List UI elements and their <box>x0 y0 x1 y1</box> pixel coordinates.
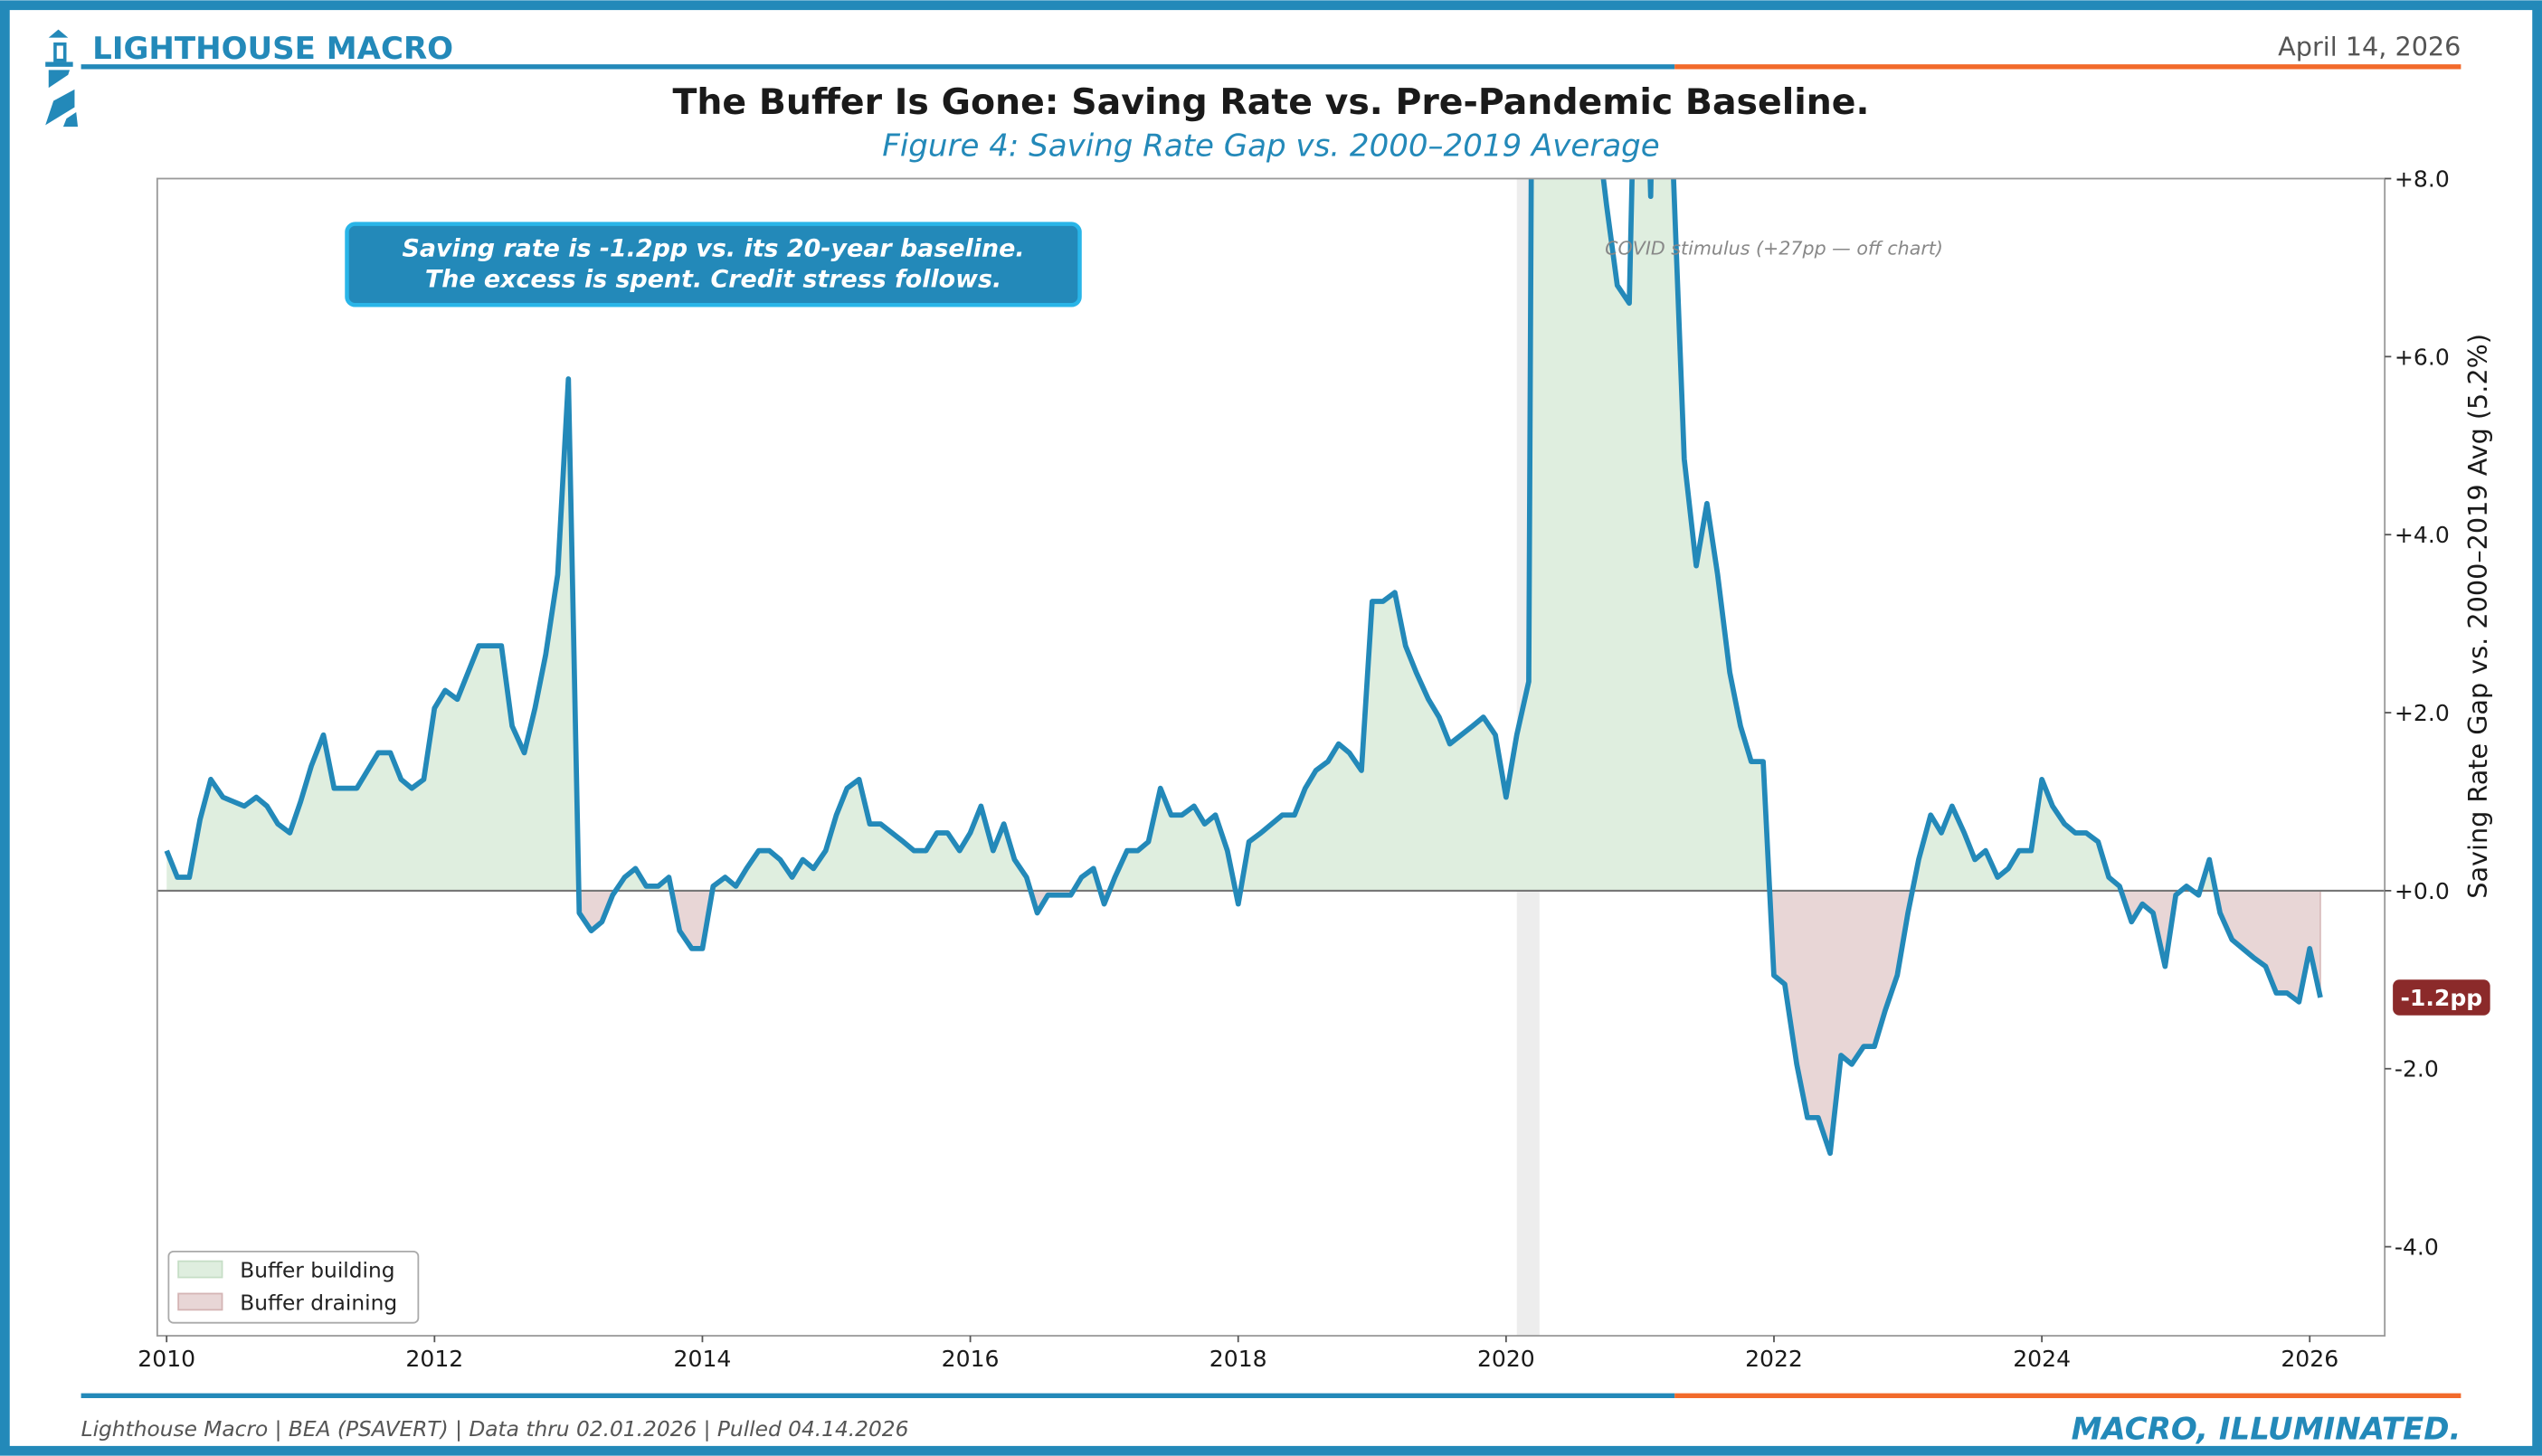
series-line-saving-rate-gap <box>164 178 2323 1157</box>
y-tick-label: +4.0 <box>2395 522 2450 548</box>
chart-subtitle: Figure 4: Saving Rate Gap vs. 2000–2019 … <box>882 128 1659 164</box>
y-tick-label: -2.0 <box>2395 1056 2439 1083</box>
x-tick-label: 2022 <box>1745 1346 1803 1372</box>
legend: Buffer building Buffer draining <box>167 1250 420 1324</box>
x-tick-label: 2018 <box>1209 1346 1267 1372</box>
callout-box: Saving rate is -1.2pp vs. its 20-year ba… <box>345 222 1082 307</box>
y-tick-label: +2.0 <box>2395 700 2450 726</box>
x-tick-label: 2014 <box>674 1346 732 1372</box>
report-date: April 14, 2026 <box>2278 31 2461 61</box>
legend-swatch-building <box>177 1260 223 1279</box>
y-tick-label: -4.0 <box>2395 1234 2439 1261</box>
brand-name: LIGHTHOUSE MACRO <box>92 31 453 67</box>
x-tick-label: 2020 <box>1477 1346 1535 1372</box>
buffer-draining-area <box>166 890 2321 1154</box>
y-tick-label: +6.0 <box>2395 344 2450 370</box>
x-tick-label: 2026 <box>2281 1346 2338 1372</box>
y-axis: +8.0 +6.0 +4.0 +2.0 +0.0 -2.0 -4.0 <box>2385 165 2450 1261</box>
last-value-label: -1.2pp <box>2401 985 2483 1011</box>
x-tick-label: 2016 <box>942 1346 1000 1372</box>
plot-area: COVID stimulus (+27pp — off chart) <box>156 177 2386 1337</box>
plot-border <box>156 177 2386 1337</box>
footer-source: Lighthouse Macro | BEA (PSAVERT) | Data … <box>81 1417 909 1442</box>
callout-line-2: The excess is spent. Credit stress follo… <box>425 266 1001 294</box>
chart-title: The Buffer Is Gone: Saving Rate vs. Pre-… <box>673 81 1870 123</box>
footer-tagline: MACRO, ILLUMINATED. <box>2072 1412 2461 1448</box>
x-axis: 2010 2012 2014 2016 2018 2020 2022 2024 2026 <box>138 1336 2338 1372</box>
covid-annotation: COVID stimulus (+27pp — off chart) <box>1605 238 1943 260</box>
y-tick-label: +8.0 <box>2395 165 2450 192</box>
buffer-building-area <box>166 178 2216 891</box>
x-tick-label: 2024 <box>2013 1346 2071 1372</box>
legend-swatch-draining <box>177 1292 223 1311</box>
callout-line-1: Saving rate is -1.2pp vs. its 20-year ba… <box>402 235 1024 263</box>
y-axis-label: Saving Rate Gap vs. 2000–2019 Avg (5.2%) <box>2462 334 2493 899</box>
x-tick-label: 2010 <box>138 1346 195 1372</box>
legend-label-building: Buffer building <box>240 1259 394 1283</box>
last-value-badge: -1.2pp <box>2393 979 2490 1016</box>
lighthouse-logo-icon <box>45 29 79 128</box>
x-tick-label: 2012 <box>405 1346 463 1372</box>
legend-label-draining: Buffer draining <box>240 1291 397 1315</box>
y-tick-label: +0.0 <box>2395 878 2450 904</box>
